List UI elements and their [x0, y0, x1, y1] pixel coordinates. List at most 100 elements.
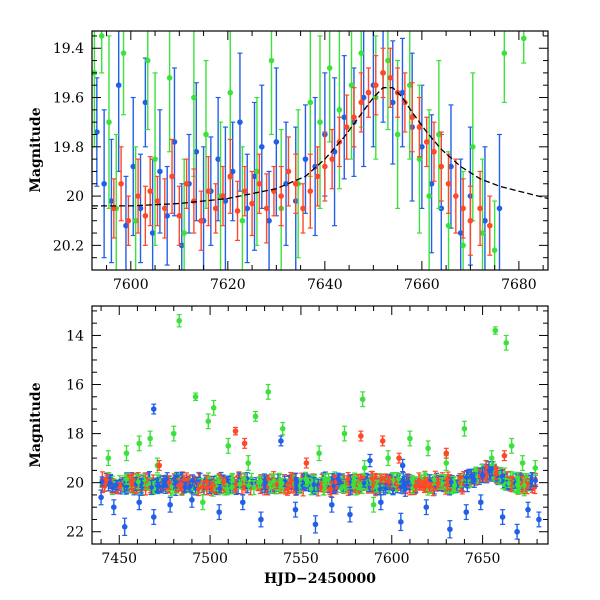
- data-point-series-2: [460, 178, 466, 239]
- baseline-data-point: [129, 474, 135, 490]
- data-point-series-2: [147, 156, 154, 227]
- baseline-data-point: [345, 471, 351, 486]
- data-point-series-2: [387, 47, 394, 108]
- data-point-series-2: [292, 153, 299, 214]
- baseline-data-point: [256, 476, 262, 489]
- bottom-panel-frame: [91, 305, 549, 545]
- data-point-series-2: [169, 138, 175, 214]
- data-point-series-2: [303, 457, 310, 469]
- baseline-data-point: [268, 480, 274, 494]
- baseline-data-point: [271, 473, 277, 489]
- baseline-data-point: [282, 475, 288, 488]
- data-point-series-0: [361, 459, 368, 476]
- data-point-series-1: [317, 35, 323, 210]
- data-point-series-0: [279, 421, 286, 436]
- data-point-series-2: [241, 437, 248, 449]
- data-point-series-2: [227, 138, 234, 214]
- y-tick-label: 19.6: [53, 91, 84, 107]
- data-point-series-2: [307, 153, 314, 229]
- baseline-data-point: [246, 480, 252, 491]
- data-point-series-1: [479, 467, 486, 484]
- data-point-series-1: [436, 59, 442, 210]
- data-point-series-1: [98, 31, 105, 74]
- data-point-series-2: [249, 170, 255, 237]
- baseline-data-point: [123, 473, 129, 485]
- data-point-series-0: [252, 410, 259, 422]
- data-point-series-2: [234, 180, 241, 242]
- data-point-series-0: [192, 392, 199, 402]
- y-tick-label: 20.2: [53, 238, 84, 254]
- data-point-series-1: [106, 35, 112, 210]
- baseline-data-point: [208, 481, 214, 492]
- data-point-series-0: [105, 450, 112, 467]
- baseline-data-point: [224, 484, 230, 495]
- data-point-series-1: [329, 496, 335, 513]
- baseline-data-point: [378, 474, 384, 484]
- data-point-series-0: [496, 133, 503, 270]
- baseline-data-point: [431, 474, 437, 486]
- baseline-data-point: [401, 476, 407, 492]
- baseline-data-point: [506, 478, 512, 488]
- baseline-data-point: [293, 472, 299, 487]
- x-tick-label: 7550: [283, 551, 319, 567]
- baseline-data-point: [369, 470, 375, 487]
- data-point-series-1: [398, 512, 404, 532]
- baseline-data-point: [457, 472, 463, 483]
- baseline-data-point: [199, 480, 205, 493]
- data-point-series-2: [278, 165, 284, 227]
- x-tick-label: 7620: [210, 277, 246, 293]
- model-curve: [92, 87, 548, 207]
- data-point-series-1: [499, 509, 506, 525]
- baseline-data-point: [439, 477, 445, 491]
- data-point-series-0: [157, 109, 163, 234]
- data-point-series-1: [514, 523, 520, 540]
- baseline-data-point: [409, 474, 415, 484]
- data-point-series-0: [229, 121, 236, 222]
- baseline-data-point: [141, 473, 147, 487]
- data-point-series-1: [203, 59, 209, 210]
- data-point-series-0: [492, 326, 499, 335]
- data-point-series-0: [425, 440, 431, 457]
- data-point-series-2: [486, 195, 493, 256]
- data-point-series-2: [322, 131, 328, 202]
- data-point-series-1: [367, 453, 373, 468]
- data-point-series-2: [358, 72, 365, 133]
- data-point-series-2: [501, 450, 508, 462]
- data-point-series-1: [121, 517, 128, 537]
- baseline-data-point: [499, 469, 505, 484]
- baseline-data-point: [514, 478, 520, 492]
- data-point-series-2: [154, 175, 161, 227]
- data-point-series-1: [470, 72, 476, 222]
- x-tick-label: 7600: [374, 551, 410, 567]
- data-point-series-0: [101, 109, 107, 259]
- top-panel-ylabel: Magnitude: [28, 107, 44, 192]
- x-tick-label: 7650: [465, 551, 501, 567]
- data-point-series-2: [343, 94, 350, 160]
- data-point-series-0: [265, 383, 272, 400]
- bottom-panel-data-points: [98, 313, 542, 540]
- baseline-data-point: [172, 476, 178, 489]
- data-point-series-1: [268, 31, 275, 136]
- data-point-series-0: [147, 430, 153, 447]
- data-point-series-1: [525, 501, 531, 518]
- data-point-series-1: [111, 499, 117, 516]
- data-point-series-1: [399, 458, 406, 473]
- x-tick-label: 7600: [113, 277, 149, 293]
- data-point-series-2: [467, 185, 474, 256]
- data-point-series-0: [225, 437, 232, 454]
- data-point-series-0: [193, 82, 200, 222]
- data-point-series-2: [477, 170, 483, 246]
- baseline-data-point: [468, 468, 474, 484]
- baseline-data-point: [229, 480, 235, 495]
- data-point-series-0: [519, 455, 526, 471]
- data-point-series-0: [170, 425, 177, 442]
- baseline-data-point: [395, 473, 401, 485]
- x-tick-label: 7500: [192, 551, 228, 567]
- baseline-data-point: [276, 472, 282, 489]
- data-point-series-1: [385, 31, 391, 131]
- x-tick-label: 7660: [404, 277, 440, 293]
- y-tick-label: 20: [66, 476, 84, 492]
- data-point-series-1: [447, 520, 453, 539]
- data-point-series-0: [222, 126, 229, 270]
- data-point-series-0: [341, 425, 348, 442]
